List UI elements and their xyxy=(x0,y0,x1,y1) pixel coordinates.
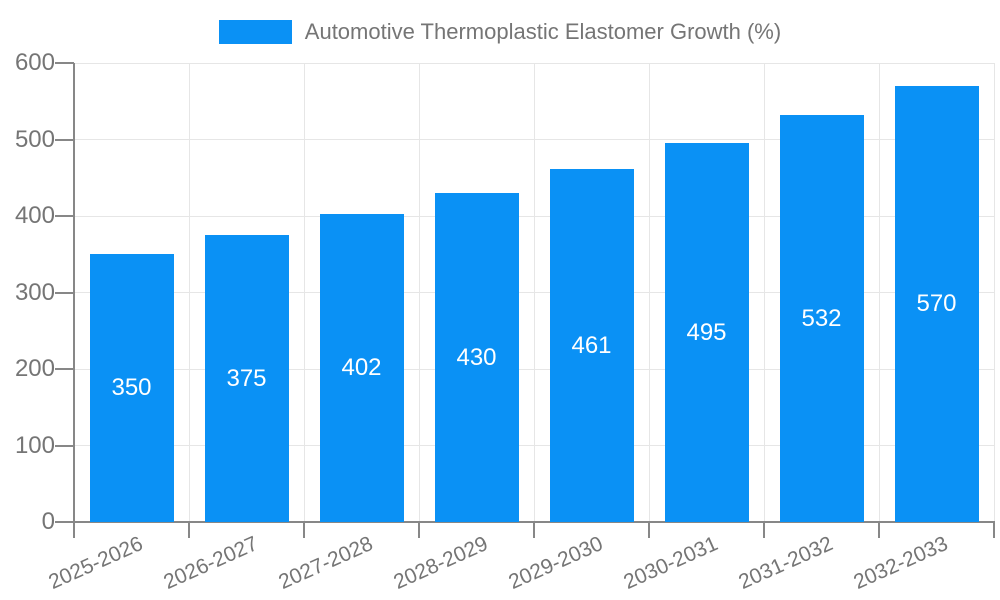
bar-value-label: 461 xyxy=(571,331,612,359)
gridline-vertical xyxy=(648,63,650,522)
gridline-vertical xyxy=(878,63,880,522)
x-tick xyxy=(533,522,535,538)
x-tick xyxy=(73,522,75,538)
bar[interactable] xyxy=(89,254,174,522)
x-tick-label: 2028-2029 xyxy=(390,532,492,594)
gridline-vertical xyxy=(763,63,765,522)
x-tick xyxy=(188,522,190,538)
x-tick-label: 2027-2028 xyxy=(275,532,377,594)
legend-label: Automotive Thermoplastic Elastomer Growt… xyxy=(304,19,782,44)
plot-area: 350 375 402 430 461 495 532 570 xyxy=(73,62,995,523)
x-tick xyxy=(763,522,765,538)
x-tick-label: 2026-2027 xyxy=(160,532,262,594)
bar[interactable] xyxy=(319,214,404,522)
y-tick xyxy=(55,521,74,523)
bar-value-label: 350 xyxy=(111,374,152,402)
y-tick xyxy=(55,444,74,447)
x-tick xyxy=(993,522,995,538)
bar[interactable] xyxy=(894,85,979,522)
y-tick xyxy=(55,62,74,64)
bar-value-label: 532 xyxy=(801,304,842,332)
x-tick-label: 2032-2033 xyxy=(850,532,952,594)
y-tick-label: 100 xyxy=(14,431,55,459)
bar[interactable] xyxy=(779,115,864,522)
x-tick xyxy=(648,522,650,538)
bar-value-label: 402 xyxy=(341,354,382,382)
bar[interactable] xyxy=(549,169,634,522)
y-tick-label: 200 xyxy=(14,355,55,382)
x-tick-label: 2025-2026 xyxy=(45,532,147,594)
gridline-vertical xyxy=(993,63,995,522)
bar[interactable] xyxy=(434,193,519,522)
y-tick-label: 0 xyxy=(41,508,55,535)
x-tick-label: 2029-2030 xyxy=(505,532,607,594)
y-tick xyxy=(55,368,74,370)
y-tick-label: 600 xyxy=(14,49,55,76)
y-tick xyxy=(55,138,74,141)
y-tick-label: 400 xyxy=(14,202,55,229)
y-tick xyxy=(55,291,74,294)
bar-value-label: 495 xyxy=(686,318,727,346)
legend-swatch-icon xyxy=(218,20,292,44)
legend[interactable]: Automotive Thermoplastic Elastomer Growt… xyxy=(0,19,1000,45)
bar-value-label: 375 xyxy=(226,364,267,392)
y-tick-label: 500 xyxy=(14,125,55,153)
gridline-vertical xyxy=(533,63,535,522)
x-tick-label: 2031-2032 xyxy=(735,532,837,594)
gridline-vertical xyxy=(418,63,420,522)
y-tick xyxy=(55,215,74,217)
bar-value-label: 570 xyxy=(916,289,957,317)
gridline-vertical xyxy=(188,63,190,522)
x-tick xyxy=(303,522,305,538)
bar-value-label: 430 xyxy=(456,343,497,371)
x-tick xyxy=(418,522,420,538)
x-tick xyxy=(878,522,880,538)
bar[interactable] xyxy=(204,235,289,522)
x-tick-label: 2030-2031 xyxy=(620,532,722,594)
y-axis-line xyxy=(73,63,75,522)
y-tick-label: 300 xyxy=(14,278,55,306)
bar[interactable] xyxy=(664,143,749,522)
gridline-vertical xyxy=(303,63,305,522)
